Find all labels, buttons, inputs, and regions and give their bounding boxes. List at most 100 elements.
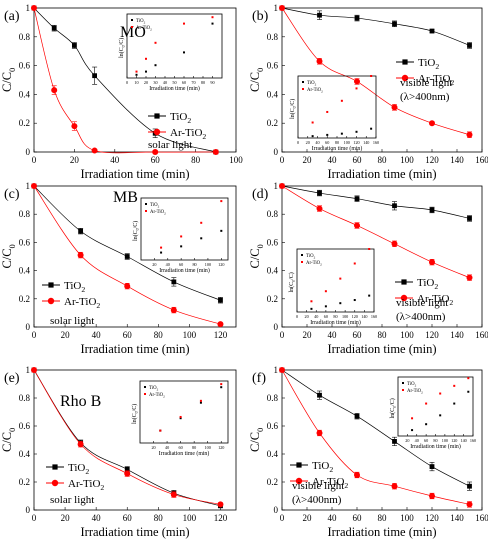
y-tick-label: 0.8: [19, 209, 31, 219]
legend-marker: [154, 113, 160, 119]
x-tick-label: 60: [353, 513, 363, 523]
y-tick-label: 0.6: [19, 421, 31, 431]
legend-label-subscript: 2: [164, 211, 166, 215]
x-tick-label: 40: [328, 330, 338, 340]
inset-x-axis-label: Irradiation time (min): [159, 450, 210, 457]
panel-title: MO: [120, 24, 146, 41]
condition-label: visible light: [396, 297, 448, 309]
legend-label-text: Ar-TiO: [64, 296, 96, 308]
y-axis-label-part: 0: [256, 68, 265, 72]
data-point: [354, 78, 360, 85]
inset-x-tick-label: 60: [324, 314, 328, 319]
inset-data-point: [411, 417, 414, 420]
legend-label-text: Ar-TiO: [136, 26, 151, 31]
x-tick-label: 60: [123, 513, 133, 523]
plot-frame: [33, 369, 237, 511]
y-tick-label: 0.6: [267, 421, 279, 431]
inset-data-point: [368, 294, 371, 297]
inset-y-axis-label-part: ln(C: [288, 282, 295, 293]
x-tick-label: 160: [475, 513, 488, 523]
legend-label-text: Ar-TiO: [407, 389, 422, 394]
inset-x-tick-label: 160: [373, 140, 379, 145]
x-tick-label: 60: [151, 155, 161, 165]
inset-x-tick-label: 0: [126, 80, 128, 85]
inset-data-point: [326, 110, 329, 113]
inset-x-tick-label: 40: [165, 445, 169, 450]
inset-data-point: [340, 99, 343, 102]
inset-x-tick-label: 140: [361, 314, 367, 319]
inset-y-axis-label: ln(C0/C): [289, 99, 297, 119]
plot-frame: [33, 185, 237, 328]
inset-data-point: [353, 262, 356, 265]
inset-y-axis-label-part: /C): [289, 99, 296, 107]
legend-label: Ar-TiO2: [64, 296, 100, 310]
data-point: [279, 367, 285, 373]
data-point: [124, 254, 130, 259]
condition-wavelength-label: (λ>400nm): [396, 311, 446, 323]
inset-x-tick-label: 120: [353, 140, 359, 145]
inset-data-point: [183, 22, 185, 25]
legend-label-text: TiO: [64, 280, 81, 292]
y-axis-label-part: C/C: [0, 248, 14, 268]
data-point: [316, 58, 323, 65]
inset-legend-marker: [145, 210, 147, 212]
inset-x-tick-label: 20: [152, 262, 156, 267]
inset-data-point: [370, 75, 373, 77]
data-point: [124, 470, 131, 477]
data-point: [78, 228, 84, 234]
series-line: [281, 369, 470, 487]
inset-data-point: [159, 429, 162, 432]
panel-label: (d): [252, 187, 269, 202]
inset-x-axis-label: Irradiation time (min): [149, 85, 200, 92]
y-axis-label: C/C0: [248, 68, 265, 92]
legend-label-subscript: 2: [344, 481, 348, 490]
inset-x-tick-label: 100: [342, 314, 348, 319]
data-point: [467, 43, 472, 48]
x-tick-label: 0: [32, 330, 37, 340]
inset-x-tick-label: 100: [442, 438, 448, 443]
condition-label: visible light: [292, 480, 344, 492]
inset-data-point: [453, 402, 456, 405]
inset-data-point: [135, 70, 138, 73]
inset-y-axis-label-part: /C): [288, 272, 295, 280]
x-tick-label: 40: [328, 155, 338, 165]
data-point: [171, 279, 177, 285]
y-axis-label-part: C/C: [0, 432, 14, 452]
legend-label: TiO2: [136, 19, 146, 24]
legend-label-subscript: 2: [314, 255, 316, 259]
legend-label: TiO2: [418, 57, 439, 71]
x-tick-label: 80: [378, 330, 388, 340]
x-tick-label: 100: [400, 330, 414, 340]
y-axis-label-part: C/C: [248, 432, 262, 452]
inset-data-point: [355, 130, 358, 133]
data-point: [392, 21, 397, 27]
x-tick-label: 160: [475, 155, 488, 165]
legend-label: Ar-TiO2: [407, 389, 423, 394]
inset-x-tick-label: 80: [192, 445, 196, 450]
x-tick-label: 60: [123, 330, 133, 340]
x-tick-label: 120: [214, 513, 228, 523]
panel-c: 0 20 40 60 80 100 12000.20.40.60.81Irradiation…: [0, 181, 237, 356]
data-point: [51, 87, 58, 94]
data-point: [317, 392, 322, 398]
inset-x-tick-label: 120: [451, 438, 457, 443]
inset-x-tick-label: 120: [218, 445, 224, 450]
y-tick-label: 0.6: [267, 61, 279, 71]
inset-x-tick-label: 80: [433, 438, 437, 443]
inset-y-axis-label-part: 0: [136, 228, 140, 230]
data-point: [31, 367, 37, 373]
x-tick-label: 0: [32, 513, 37, 523]
panel-label: (e): [4, 371, 20, 386]
y-tick-label: 0.4: [267, 449, 279, 459]
inset-y-axis-label-part: 0: [135, 411, 139, 413]
y-axis-label: C/C0: [248, 428, 265, 452]
x-tick-label: 160: [475, 330, 488, 340]
y-tick-label: 0: [26, 322, 31, 332]
inset-legend-marker: [144, 386, 146, 388]
legend-label-text: TiO: [306, 254, 314, 259]
data-point: [354, 15, 360, 21]
data-point: [429, 120, 435, 127]
y-tick-label: 1: [26, 3, 31, 13]
inset-data-point: [467, 390, 470, 393]
